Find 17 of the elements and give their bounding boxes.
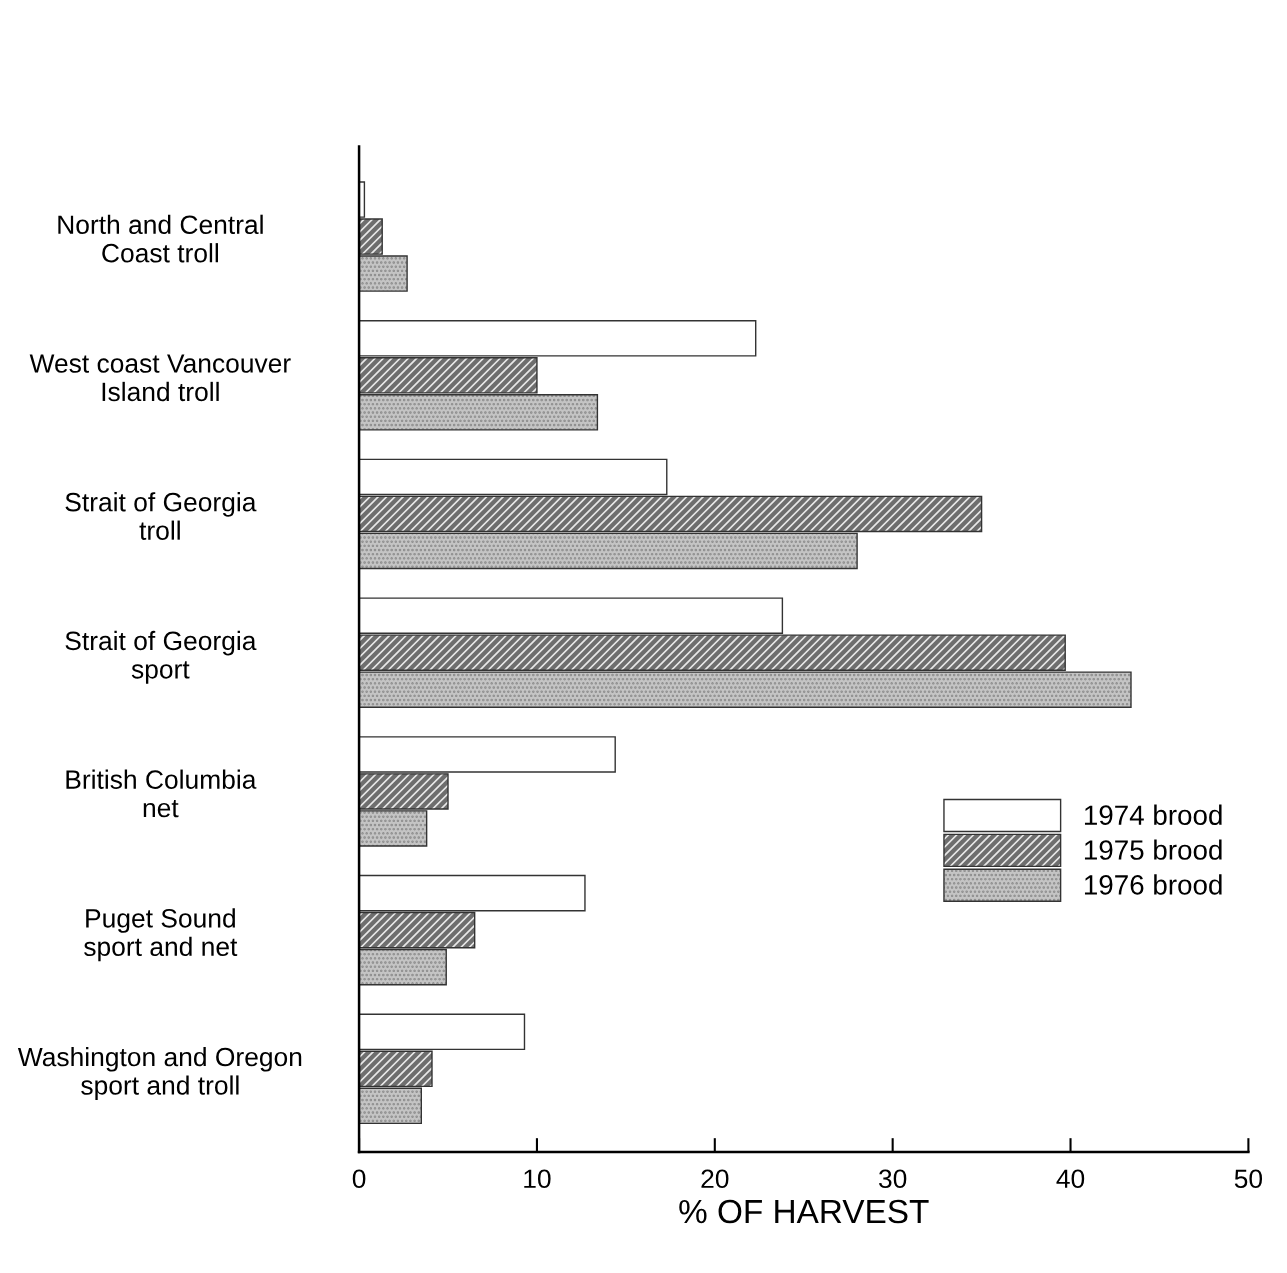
x-tick-label: 10 <box>524 1169 551 1189</box>
y-tick-label: Puget Sound sport and net <box>84 908 238 962</box>
y-tick-label: Washington and Oregon sport and troll <box>17 1046 302 1100</box>
x-tick-label: 50 <box>1234 1169 1263 1189</box>
y-tick-label: Strait of Georgia sport <box>65 630 257 684</box>
x-tick-label: 40 <box>1056 1169 1085 1189</box>
y-tick-label: Strait of Georgia troll <box>65 492 257 540</box>
x-axis-title: % OF HARVEST <box>679 1199 929 1224</box>
x-tick-label: 30 <box>878 1169 907 1189</box>
y-tick-label: North and Central Coast troll <box>58 214 263 263</box>
x-tick-label: 0 <box>352 1169 366 1189</box>
text: 1974 brood <box>1084 804 1222 826</box>
y-tick-label: West coast Vancouver Island troll <box>29 354 291 402</box>
x-tick-label: 20 <box>701 1169 729 1189</box>
legend-label: 1976 brood <box>1084 874 1222 895</box>
y-tick-label: British Columbia net <box>66 769 257 818</box>
legend-label: 1975 brood <box>1084 839 1222 860</box>
